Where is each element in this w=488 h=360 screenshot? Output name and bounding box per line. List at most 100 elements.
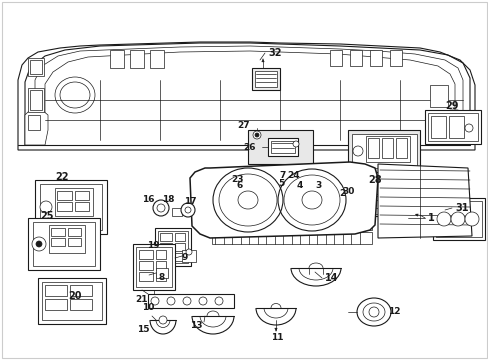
Circle shape xyxy=(436,212,450,226)
Text: 25: 25 xyxy=(40,211,53,221)
Bar xyxy=(365,136,409,162)
Bar xyxy=(68,238,81,246)
Bar xyxy=(367,138,378,158)
Circle shape xyxy=(184,207,191,213)
Bar xyxy=(158,231,187,263)
Bar xyxy=(155,228,191,266)
Bar xyxy=(30,90,42,110)
Bar xyxy=(429,85,447,107)
Circle shape xyxy=(185,249,192,255)
Bar xyxy=(51,228,65,236)
Bar xyxy=(130,50,143,68)
Bar xyxy=(133,244,175,290)
Bar xyxy=(139,250,153,259)
Bar xyxy=(427,113,477,141)
Bar xyxy=(270,141,294,153)
Text: 17: 17 xyxy=(183,198,196,207)
Bar xyxy=(357,194,387,216)
Text: 16: 16 xyxy=(142,195,155,204)
Bar xyxy=(70,285,92,296)
Bar xyxy=(234,185,242,195)
Text: 29: 29 xyxy=(445,101,458,111)
Bar xyxy=(227,192,236,202)
Bar xyxy=(175,243,184,251)
Circle shape xyxy=(352,146,362,156)
Bar xyxy=(359,196,385,214)
Bar xyxy=(395,138,406,158)
Polygon shape xyxy=(377,164,471,238)
Circle shape xyxy=(159,316,167,324)
Bar xyxy=(435,201,481,237)
Bar xyxy=(57,202,72,211)
Text: 4: 4 xyxy=(296,180,303,189)
Bar xyxy=(45,285,67,296)
Bar xyxy=(28,88,44,112)
Bar xyxy=(55,188,93,216)
Text: 15: 15 xyxy=(137,325,150,334)
Text: 30: 30 xyxy=(342,188,354,197)
Text: 14: 14 xyxy=(325,273,338,283)
Circle shape xyxy=(32,237,46,251)
Bar xyxy=(430,116,445,138)
Text: 1: 1 xyxy=(427,213,434,223)
Circle shape xyxy=(292,141,298,147)
Bar xyxy=(75,191,89,200)
Bar xyxy=(68,228,81,236)
Bar xyxy=(172,208,182,216)
Circle shape xyxy=(151,297,159,305)
Bar xyxy=(156,261,165,270)
Bar xyxy=(42,282,102,320)
Text: 28: 28 xyxy=(367,175,381,185)
Polygon shape xyxy=(444,110,464,145)
Text: 5: 5 xyxy=(277,179,284,188)
Text: 3: 3 xyxy=(314,180,321,189)
Bar xyxy=(351,134,416,168)
Text: 23: 23 xyxy=(231,175,244,184)
Polygon shape xyxy=(28,115,40,130)
Circle shape xyxy=(252,131,261,139)
Bar xyxy=(432,198,484,240)
Text: 24: 24 xyxy=(287,171,300,180)
Bar xyxy=(212,232,371,244)
Circle shape xyxy=(450,212,464,226)
Text: 19: 19 xyxy=(147,242,160,251)
Bar xyxy=(49,225,85,253)
Bar xyxy=(389,50,401,66)
Bar xyxy=(33,222,95,266)
Bar xyxy=(222,185,229,195)
Bar xyxy=(160,253,172,261)
Text: 8: 8 xyxy=(159,273,165,282)
Text: 18: 18 xyxy=(162,195,174,204)
Bar xyxy=(136,247,172,287)
Text: 9: 9 xyxy=(182,253,188,262)
Bar xyxy=(28,218,100,270)
Text: 21: 21 xyxy=(135,296,147,305)
Text: 6: 6 xyxy=(236,180,243,189)
Bar xyxy=(148,294,234,308)
Bar xyxy=(75,202,89,211)
Text: 26: 26 xyxy=(243,144,256,153)
Text: 32: 32 xyxy=(267,48,281,58)
Circle shape xyxy=(153,200,169,216)
Circle shape xyxy=(183,297,191,305)
Bar xyxy=(156,272,165,281)
Bar xyxy=(175,253,184,261)
Bar xyxy=(30,60,42,74)
Text: 27: 27 xyxy=(237,122,249,130)
Bar xyxy=(139,272,153,281)
Bar xyxy=(329,50,341,66)
Circle shape xyxy=(36,241,42,247)
Bar xyxy=(160,243,172,251)
Bar xyxy=(45,299,67,310)
Bar xyxy=(156,268,168,278)
Text: 12: 12 xyxy=(387,306,400,315)
Circle shape xyxy=(199,297,206,305)
Circle shape xyxy=(40,201,52,213)
Text: 13: 13 xyxy=(190,320,203,329)
Bar xyxy=(40,184,102,230)
Circle shape xyxy=(464,212,478,226)
Bar xyxy=(349,50,361,66)
Circle shape xyxy=(157,204,164,212)
Text: 10: 10 xyxy=(142,303,154,312)
Circle shape xyxy=(181,203,195,217)
